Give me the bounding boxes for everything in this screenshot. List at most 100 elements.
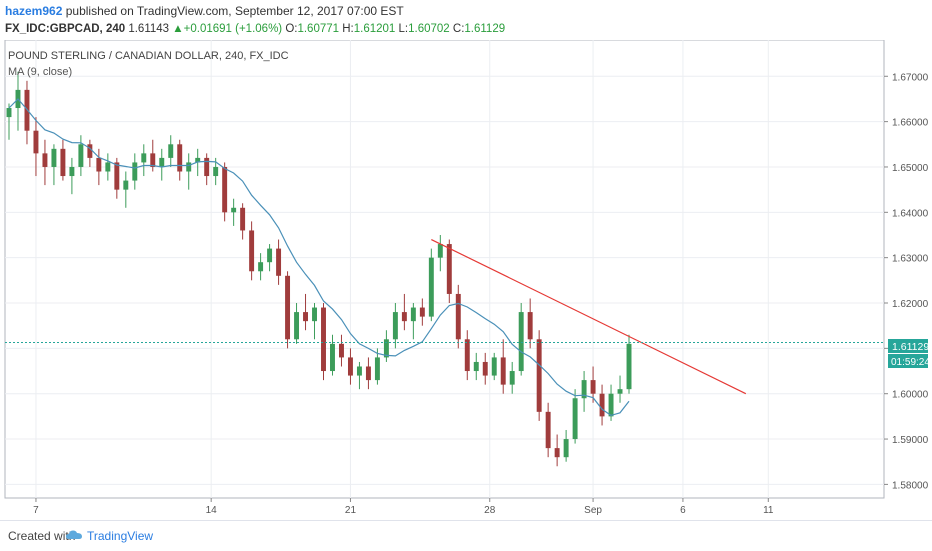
time-axis[interactable]: 7 14 21 28 Sep 6 11: [33, 498, 774, 516]
candle-body: [141, 153, 147, 163]
candle: [249, 221, 255, 281]
candle: [258, 253, 264, 281]
candle: [356, 361, 362, 390]
candle-body: [590, 380, 596, 394]
candle: [60, 139, 66, 181]
candle: [464, 330, 470, 381]
candle-body: [536, 339, 542, 412]
grid: [4, 40, 885, 499]
y-tick-label: 1.63000: [892, 254, 929, 265]
candle: [96, 148, 102, 186]
candle: [285, 271, 291, 349]
candle-body: [150, 153, 156, 167]
y-tick-label: 1.58000: [892, 480, 929, 491]
candle-body: [186, 162, 192, 172]
candle: [312, 303, 317, 340]
candle-body: [554, 448, 560, 458]
candle-body: [356, 366, 362, 376]
candle-body: [428, 257, 434, 317]
price-axis[interactable]: 1.67000 1.66000 1.65000 1.64000 1.63000 1.620…: [884, 72, 929, 491]
x-tick-label: 11: [763, 505, 774, 516]
candle-body: [312, 307, 317, 322]
x-tick-label: 14: [206, 505, 218, 516]
candle-body: [258, 262, 264, 272]
candle-body: [347, 357, 353, 376]
y-tick-label: 1.64000: [892, 208, 929, 219]
candle-body: [392, 312, 398, 340]
candle: [105, 153, 111, 181]
plot-frame: [4, 40, 885, 499]
candle: [563, 429, 569, 462]
candle: [536, 330, 542, 421]
candle-body: [195, 157, 201, 163]
candle-body: [222, 166, 228, 213]
candle: [150, 139, 156, 172]
last-price-tag: 1.61129: [892, 341, 929, 353]
candle-body: [500, 357, 506, 385]
candle: [6, 103, 12, 140]
candle: [473, 352, 479, 381]
candle-body: [527, 312, 533, 340]
candle-body: [42, 153, 48, 167]
candle-body: [482, 361, 488, 376]
candle: [428, 248, 434, 322]
candle-body: [626, 343, 632, 390]
candle: [419, 298, 425, 326]
candle-body: [267, 248, 273, 263]
candle-body: [96, 157, 102, 172]
candle-body: [123, 180, 129, 190]
candle-body: [401, 312, 407, 322]
candle: [527, 298, 533, 349]
tradingview-brand[interactable]: TradingView: [87, 529, 154, 543]
last-price: 1.61143: [128, 23, 170, 35]
candle-body: [51, 148, 57, 167]
author-name[interactable]: hazem962: [5, 4, 63, 18]
candle: [365, 357, 371, 390]
candle-body: [339, 343, 344, 358]
candle: [383, 330, 389, 362]
candle-body: [572, 398, 578, 440]
price-chart[interactable]: 1.67000 1.66000 1.65000 1.64000 1.63000 1.620…: [0, 40, 932, 520]
candle-body: [213, 166, 219, 177]
candle-body: [419, 307, 425, 317]
candle: [33, 117, 39, 177]
trendline[interactable]: [431, 238, 747, 395]
candle: [581, 371, 587, 412]
candle-body: [599, 393, 605, 417]
candle: [446, 239, 452, 304]
candle-body: [60, 148, 66, 177]
candle: [554, 434, 560, 467]
candle: [276, 239, 282, 285]
candle: [545, 402, 551, 458]
candle-body: [383, 339, 389, 358]
change-value: +0.01691 (+1.06%): [183, 23, 283, 35]
symbol-label: FX_IDC:GBPCAD, 240: [5, 23, 126, 35]
candle: [330, 334, 335, 376]
y-tick-label: 1.60000: [892, 390, 929, 401]
candle-body: [33, 130, 39, 154]
low-value: 1.60702: [408, 23, 450, 35]
candle: [572, 389, 578, 444]
high-value: 1.61201: [353, 23, 396, 35]
candle: [392, 303, 398, 349]
candle: [204, 153, 210, 186]
countdown-tag-bg: [888, 354, 928, 368]
candle: [500, 339, 506, 394]
candle: [374, 348, 380, 385]
candle-body: [276, 248, 282, 276]
countdown-tag: 01:59:24: [891, 357, 930, 368]
y-tick-label: 1.67000: [892, 72, 929, 83]
close-value: 1.61129: [464, 23, 506, 35]
created-with-text: Created with: [8, 529, 76, 543]
candle-body: [455, 293, 461, 340]
candle: [294, 303, 300, 344]
candle-body: [330, 343, 335, 372]
candle-body: [87, 144, 93, 158]
candle: [69, 157, 75, 195]
x-tick-label: Sep: [584, 505, 602, 516]
candle-body: [168, 144, 174, 158]
candle-body: [491, 357, 497, 376]
candle: [168, 135, 174, 167]
candle-body: [581, 380, 587, 399]
chart-header: hazem962 published on TradingView.com, S…: [0, 0, 932, 40]
